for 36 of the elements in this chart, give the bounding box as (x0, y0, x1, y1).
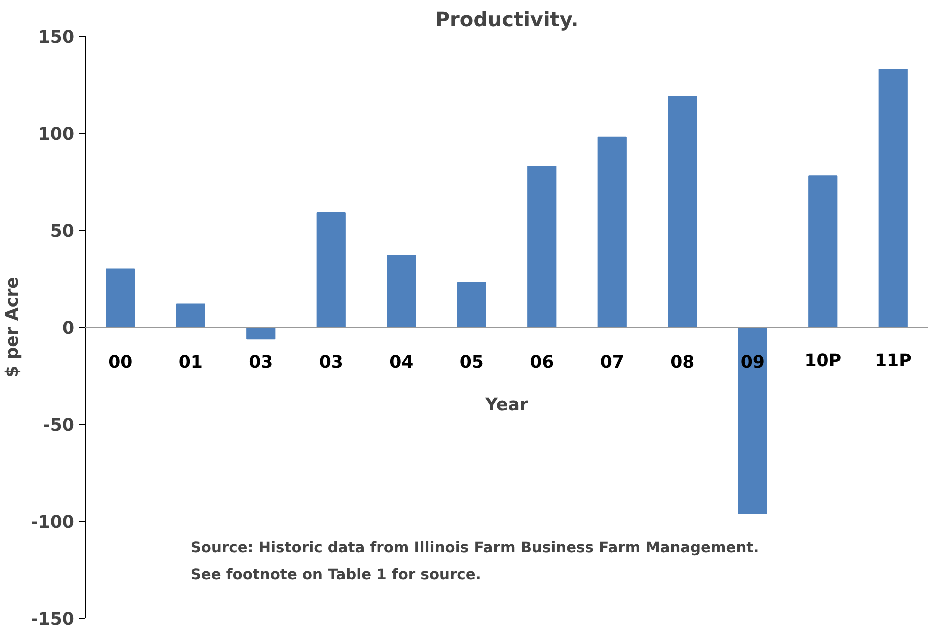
x-tick-label: 04 (390, 353, 414, 373)
x-tick-label: 07 (600, 353, 624, 373)
y-tick-label: -50 (43, 416, 75, 436)
y-tick-label: 0 (62, 319, 75, 339)
annotation: See footnote on Table 1 for source. (190, 566, 482, 584)
x-tick-label: 01 (178, 353, 203, 373)
bar (598, 136, 627, 328)
y-tick-label: -100 (31, 513, 75, 533)
x-tick-label: 06 (530, 353, 554, 373)
bar (668, 96, 698, 328)
bar (387, 255, 416, 328)
x-tick-label: 03 (249, 353, 274, 373)
x-tick-label: 03 (319, 353, 344, 373)
bar (808, 176, 838, 328)
x-tick-label: 08 (670, 353, 695, 373)
bar (106, 268, 136, 328)
x-tick-label: 09 (740, 353, 765, 373)
chart-title: Productivity. (435, 8, 579, 32)
x-tick-label: 11P (874, 352, 912, 372)
x-axis-title: Year (484, 396, 529, 416)
bar (878, 68, 908, 328)
bar (176, 304, 206, 328)
x-tick-label: 10P (804, 352, 842, 372)
x-tick-label: 00 (108, 353, 133, 373)
y-tick-label: -150 (31, 610, 75, 626)
bar (316, 212, 346, 328)
bar (246, 327, 276, 340)
x-tick-label: 05 (460, 353, 484, 373)
bar (528, 166, 557, 328)
bar (738, 327, 768, 514)
y-tick-label: 100 (38, 125, 74, 145)
bar (457, 282, 486, 328)
annotation: Source: Historic data from Illinois Farm Business Farm Management. (190, 540, 760, 556)
y-tick-label: 50 (50, 222, 75, 242)
y-axis-title: $ per Acre (3, 277, 24, 378)
y-tick-label: 150 (38, 28, 74, 48)
